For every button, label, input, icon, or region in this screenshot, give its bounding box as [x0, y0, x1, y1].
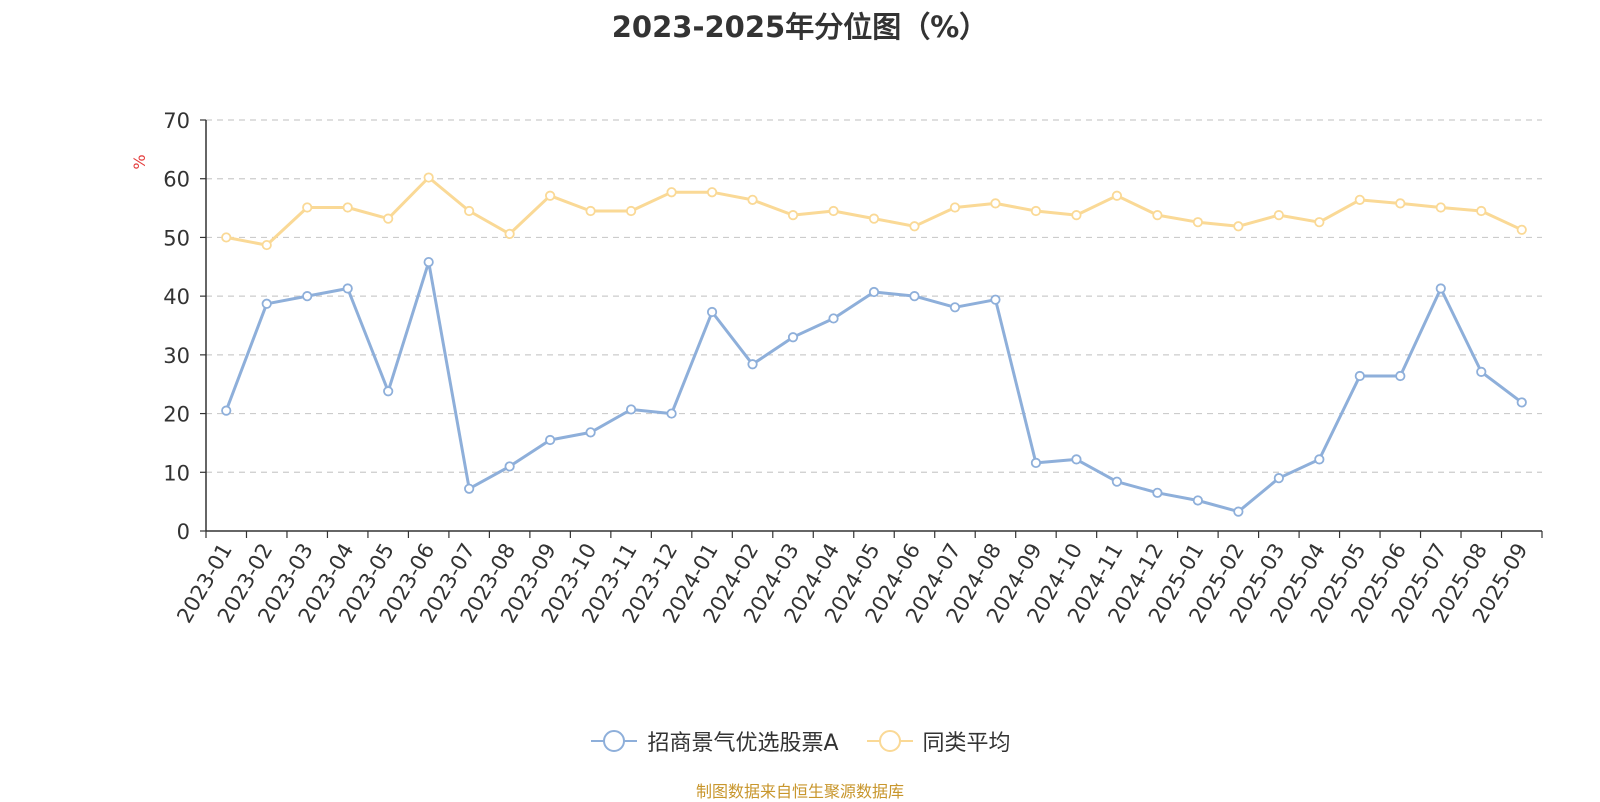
data-point[interactable] [868, 286, 880, 298]
series-1 [221, 172, 1527, 251]
data-point[interactable] [221, 232, 232, 243]
legend-marker [866, 730, 913, 752]
data-point[interactable] [302, 202, 313, 213]
data-point[interactable] [1395, 198, 1406, 209]
y-tick-label: 60 [163, 168, 190, 192]
data-point[interactable] [868, 213, 880, 224]
data-point[interactable] [261, 239, 272, 251]
series-lines [221, 172, 1527, 517]
data-point[interactable] [990, 198, 1001, 209]
data-point[interactable] [1314, 217, 1325, 228]
data-point[interactable] [464, 205, 475, 217]
data-point[interactable] [625, 205, 637, 217]
data-point[interactable] [1071, 454, 1082, 465]
data-point[interactable] [261, 298, 272, 309]
y-tick-label: 50 [163, 226, 190, 250]
data-point[interactable] [1516, 397, 1527, 408]
data-point[interactable] [828, 313, 839, 324]
data-point[interactable] [545, 190, 556, 201]
chart-title: 2023-2025年分位图（%） [611, 10, 989, 44]
data-point[interactable] [423, 172, 434, 183]
data-point[interactable] [1233, 221, 1244, 232]
data-point[interactable] [1354, 370, 1365, 382]
data-point[interactable] [383, 386, 394, 397]
y-tick-label: 40 [163, 285, 190, 309]
data-point[interactable] [585, 427, 596, 438]
y-tick-label: 20 [163, 403, 190, 427]
data-point[interactable] [585, 205, 596, 217]
data-point[interactable] [383, 213, 394, 224]
data-point[interactable] [909, 291, 920, 302]
data-point[interactable] [1435, 283, 1446, 294]
data-point[interactable] [1273, 210, 1284, 221]
data-point[interactable] [464, 483, 475, 494]
legend-label: 同类平均 [922, 731, 1011, 756]
data-point[interactable] [221, 405, 232, 416]
data-point[interactable] [747, 194, 758, 205]
data-point[interactable] [1476, 205, 1487, 217]
data-point[interactable] [949, 202, 961, 213]
series-line [225, 176, 1523, 247]
data-point[interactable] [1395, 370, 1406, 382]
data-point[interactable] [342, 283, 353, 294]
data-point[interactable] [949, 302, 961, 313]
data-point[interactable] [1192, 217, 1203, 228]
data-point[interactable] [625, 404, 637, 415]
data-point[interactable] [1233, 506, 1244, 517]
data-point[interactable] [1435, 202, 1446, 213]
data-point[interactable] [342, 202, 353, 213]
data-point[interactable] [990, 294, 1001, 305]
y-tick-label: 10 [163, 461, 190, 485]
data-point[interactable] [666, 187, 677, 198]
data-point[interactable] [1476, 366, 1487, 377]
data-point[interactable] [545, 434, 556, 446]
legend-item-0[interactable]: 招商景气优选股票A [589, 725, 839, 757]
data-point[interactable] [504, 228, 515, 240]
data-point[interactable] [706, 187, 718, 198]
y-tick-label: 70 [163, 109, 190, 133]
axes: 0102030405060702023-012023-022023-032023… [163, 109, 1543, 627]
data-point[interactable] [1354, 194, 1365, 205]
data-point[interactable] [1273, 473, 1284, 484]
source-note: 制图数据来自恒生聚源数据库 [695, 782, 904, 801]
data-point[interactable] [1192, 495, 1203, 506]
data-point[interactable] [1111, 476, 1123, 487]
data-point[interactable] [1152, 487, 1163, 498]
data-point[interactable] [504, 461, 515, 472]
data-point[interactable] [909, 221, 920, 232]
y-tick-label: 0 [177, 520, 190, 544]
data-point[interactable] [787, 332, 799, 343]
data-point[interactable] [423, 256, 434, 268]
data-point[interactable] [1111, 190, 1123, 201]
y-axis-label: % [130, 154, 149, 169]
legend-label: 招商景气优选股票A [647, 731, 839, 756]
legend: 招商景气优选股票A 同类平均 [0, 724, 1600, 758]
data-point[interactable] [1314, 454, 1325, 465]
legend-marker [591, 730, 638, 752]
data-point[interactable] [1071, 210, 1082, 221]
data-point[interactable] [1516, 224, 1527, 235]
series-0 [221, 256, 1527, 517]
data-point[interactable] [302, 291, 313, 302]
data-point[interactable] [747, 359, 758, 370]
data-point[interactable] [787, 210, 799, 221]
series-line [224, 260, 1523, 514]
legend-item-1[interactable]: 同类平均 [865, 725, 1011, 757]
data-point[interactable] [1030, 205, 1042, 217]
y-tick-label: 30 [163, 344, 190, 368]
data-point[interactable] [1152, 210, 1163, 221]
data-point[interactable] [706, 306, 718, 318]
data-point[interactable] [828, 205, 839, 217]
data-point[interactable] [1030, 457, 1042, 468]
data-point[interactable] [666, 408, 677, 419]
